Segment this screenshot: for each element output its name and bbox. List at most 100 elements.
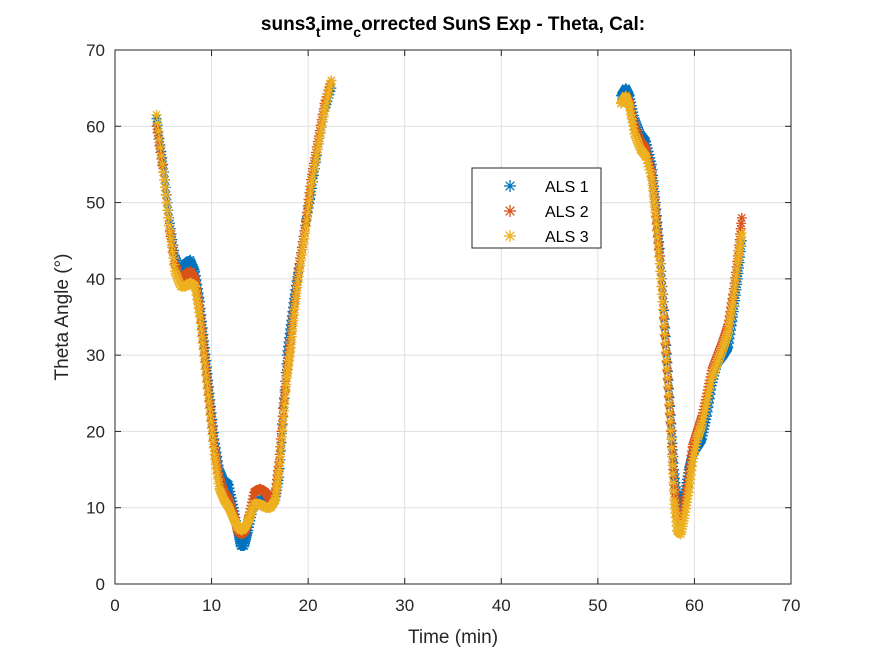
data-point [301,215,312,226]
data-point [660,338,671,349]
data-point [160,189,171,200]
data-point [303,201,314,212]
data-point [168,253,179,264]
data-point [316,122,327,133]
legend-label: ALS 3 [545,229,589,246]
x-tick-label: 30 [395,596,414,615]
data-point [661,355,672,366]
data-point [667,451,678,462]
y-tick-label: 50 [86,194,105,213]
data-point [203,390,214,401]
data-point [659,329,670,340]
data-point [167,246,178,257]
data-point [664,407,675,418]
data-point [277,425,288,436]
data-point [318,111,329,122]
data-point [201,377,212,388]
data-point [736,228,747,239]
data-point [204,403,215,414]
x-tick-label: 70 [782,596,801,615]
data-point [205,410,216,421]
data-point [203,397,214,408]
data-point [159,182,170,193]
data-point [304,195,315,206]
x-tick-label: 40 [492,596,511,615]
data-point [668,486,679,497]
data-point [664,399,675,410]
data-point [163,212,174,223]
data-point [156,150,167,161]
data-point [164,220,175,231]
data-point [169,259,180,270]
data-point [728,291,739,302]
y-tick-label: 0 [96,575,105,594]
data-point [302,208,313,219]
data-point [202,383,213,394]
data-point [729,285,740,296]
data-point [196,325,207,336]
legend-label: ALS 1 [545,179,589,196]
data-point [662,381,673,392]
data-point [206,423,217,434]
data-point [186,258,197,269]
data-point [280,392,291,403]
data-point [154,134,165,145]
data-point [197,338,208,349]
x-tick-label: 0 [110,596,119,615]
data-point [158,167,169,178]
y-tick-label: 10 [86,499,105,518]
x-tick-label: 60 [685,596,704,615]
data-point [152,118,163,129]
data-point [666,442,677,453]
grid-lines [115,50,791,584]
data-point [651,225,662,236]
legend-label: ALS 2 [545,204,589,221]
data-point [665,425,676,436]
data-point [665,416,676,427]
data-point [201,370,212,381]
data-point [667,460,678,471]
data-point [162,205,173,216]
data-point [326,75,337,86]
axes-box [114,49,792,585]
data-point [164,226,175,237]
y-tick-label: 70 [86,41,105,60]
data-point [668,477,679,488]
data-point [724,318,735,329]
data-point [659,320,670,331]
data-point [199,351,210,362]
data-point [658,312,669,322]
data-point [166,240,177,251]
data-point [198,344,209,355]
y-axis-label: Theta Angle (°) [52,254,73,381]
x-axis-label: Time (min) [408,627,498,648]
y-tick-label: 20 [86,422,105,441]
data-point [736,212,747,223]
y-tick-label: 30 [86,346,105,365]
data-point [661,364,672,375]
data-point [660,346,671,357]
data-point [667,468,678,479]
x-axis-ticks: 0 10 20 30 40 50 60 70 [110,50,800,615]
x-tick-label: 50 [588,596,607,615]
data-point [650,212,661,223]
data-point [197,331,208,342]
data-point [159,174,170,185]
y-axis-ticks: 0 10 20 30 40 50 60 70 [86,41,791,594]
data-point [666,434,677,445]
data-point [657,304,668,315]
data-point [226,507,237,518]
data-point [194,312,205,322]
y-tick-label: 60 [86,117,105,136]
data-point [662,373,673,384]
x-tick-label: 10 [202,596,221,615]
chart-title: suns3timecorrected SunS Exp - Theta, Cal… [261,14,645,40]
legend-box [471,167,602,249]
data-point [728,296,739,307]
plot-area [115,50,791,584]
data-point [663,390,674,401]
data-point [653,245,664,256]
data-point [305,188,316,199]
data-point [157,158,168,169]
